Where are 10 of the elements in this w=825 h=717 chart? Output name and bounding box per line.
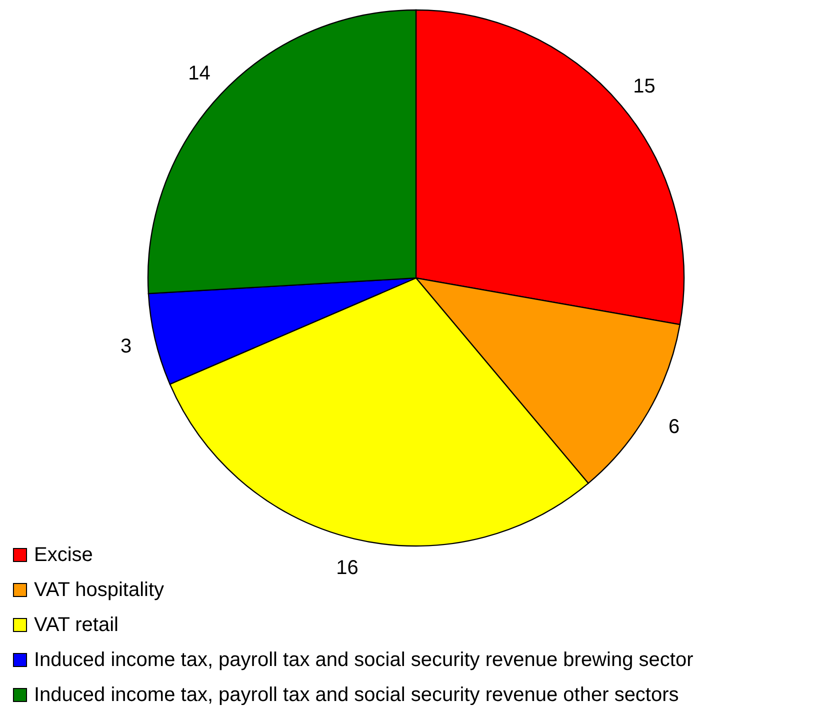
data-label: 16 [336, 556, 358, 579]
data-label: 15 [633, 75, 656, 98]
data-label: 6 [668, 416, 680, 438]
data-label: 14 [188, 62, 210, 84]
legend-label: VAT retail [34, 614, 118, 636]
legend-label: Excise [34, 544, 93, 566]
data-label: 3 [120, 336, 132, 358]
legend-label: Induced income tax, payroll tax and social security revenue brewing sector [34, 649, 694, 671]
legend-label: Induced income tax, payroll tax and social security revenue other sectors [34, 684, 679, 706]
legend-label: VAT hospitality [34, 579, 164, 601]
